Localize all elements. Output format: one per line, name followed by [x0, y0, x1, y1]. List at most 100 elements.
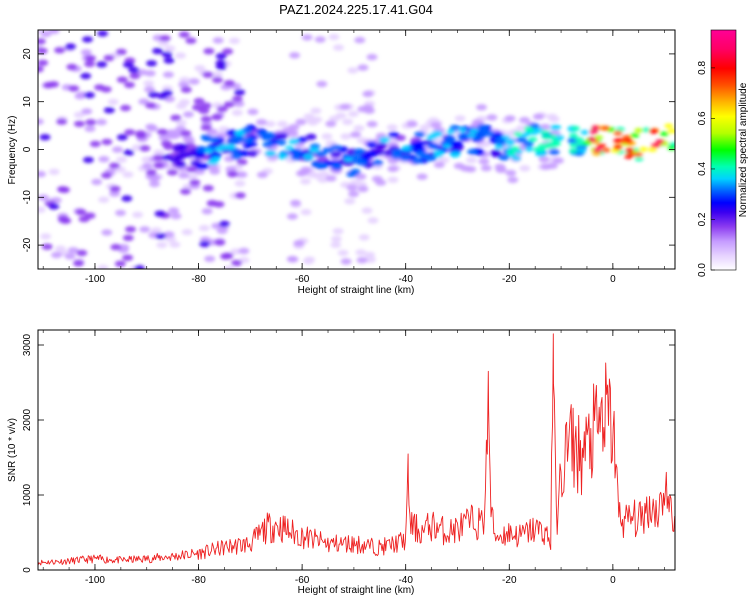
spectrogram-xtick-label: -100 [85, 274, 105, 285]
heatmap-cell [444, 135, 456, 142]
snr-ytick-label: 0 [22, 567, 33, 573]
spectrogram-ytick-label: 20 [22, 48, 33, 60]
heatmap-cell [66, 63, 78, 71]
heatmap-cell [48, 168, 60, 175]
heatmap-cell [419, 124, 431, 131]
heatmap-cell [333, 44, 344, 51]
heatmap-cell [107, 98, 119, 106]
heatmap-cell [169, 241, 181, 248]
spectrogram-xtick-label: -20 [502, 274, 517, 285]
heatmap-cell [41, 243, 53, 250]
heatmap-cell [574, 137, 584, 143]
snr-panel: -100 -80 -60 -40 -20 0 0 1000 2000 3000 Height of… [7, 329, 676, 596]
heatmap-cell [95, 118, 107, 126]
heatmap-cell [234, 129, 246, 137]
heatmap-cell [483, 130, 495, 137]
heatmap-cell [153, 154, 164, 161]
heatmap-cell [480, 164, 492, 172]
heatmap-cell [186, 173, 198, 180]
heatmap-cell [132, 211, 144, 218]
heatmap-cell [122, 254, 134, 261]
heatmap-cell [179, 99, 191, 106]
heatmap-cell [194, 65, 206, 72]
heatmap-cell [143, 80, 155, 87]
heatmap-cell [544, 142, 554, 147]
heatmap-cell [144, 70, 156, 77]
snr-xtick-label: 0 [610, 575, 616, 586]
heatmap-cell [306, 117, 317, 124]
heatmap-cell [387, 157, 399, 164]
heatmap-cell [366, 151, 378, 158]
heatmap-cell [571, 125, 580, 131]
heatmap-cell [601, 125, 611, 131]
heatmap-cell [124, 81, 135, 89]
heatmap-cell [175, 52, 186, 59]
heatmap-cell [60, 217, 72, 224]
heatmap-cell [335, 112, 347, 119]
heatmap-cell [124, 129, 136, 136]
snr-ytick-label: 3000 [22, 333, 33, 356]
heatmap-cell [139, 145, 151, 152]
heatmap-cell [513, 131, 523, 137]
heatmap-cell [101, 138, 113, 146]
heatmap-cell [200, 115, 212, 123]
heatmap-cell [538, 156, 550, 163]
heatmap-cell [75, 208, 87, 216]
heatmap-cell [170, 212, 182, 220]
heatmap-cell [522, 140, 534, 147]
heatmap-cell [534, 127, 544, 133]
heatmap-cell [340, 258, 352, 265]
heatmap-cell [568, 148, 578, 154]
heatmap-cell [109, 185, 121, 192]
heatmap-cell [82, 36, 93, 43]
heatmap-cell [511, 155, 521, 161]
heatmap-cell [96, 61, 108, 68]
heatmap-cell [350, 131, 362, 138]
heatmap-cell [109, 162, 120, 169]
heatmap-cell [73, 111, 85, 119]
heatmap-cell [466, 133, 476, 139]
colorbar-tick-label: 0.4 [697, 162, 708, 176]
heatmap-cell [433, 153, 443, 159]
spectrogram-ytick-label: 10 [22, 96, 33, 108]
heatmap-cell [84, 60, 96, 68]
heatmap-cell [347, 67, 359, 74]
spectrogram-xtick-label: 0 [610, 274, 616, 285]
heatmap-cells [38, 30, 675, 269]
heatmap-cell [247, 108, 259, 116]
heatmap-cell [399, 154, 411, 162]
heatmap-cell [506, 139, 516, 144]
heatmap-cell [257, 130, 269, 138]
spectrogram-ytick-label: -10 [22, 190, 33, 205]
heatmap-cell [290, 199, 301, 207]
heatmap-cell [596, 143, 606, 149]
heatmap-cell [286, 213, 298, 220]
heatmap-cell [202, 185, 214, 192]
colorbar-tick-label: 0.8 [697, 61, 708, 75]
heatmap-cell [624, 138, 633, 144]
heatmap-cell [109, 190, 121, 197]
heatmap-cell [256, 119, 267, 126]
heatmap-cell [204, 255, 216, 262]
heatmap-cell [340, 133, 352, 140]
heatmap-cell [356, 159, 368, 166]
heatmap-cell [449, 151, 461, 158]
heatmap-cell [214, 146, 224, 152]
heatmap-cell [200, 124, 212, 131]
heatmap-cell [175, 144, 187, 152]
heatmap-cell [339, 103, 351, 111]
heatmap-cell [366, 120, 378, 128]
heatmap-cell [540, 130, 550, 136]
heatmap-cell [311, 161, 322, 169]
heatmap-cell [286, 255, 298, 263]
heatmap-cell [212, 76, 223, 84]
heatmap-cell [56, 118, 68, 125]
heatmap-cell [587, 137, 597, 142]
heatmap-cell [477, 123, 488, 131]
heatmap-cell [346, 184, 358, 191]
heatmap-cell [155, 232, 167, 240]
heatmap-cell [593, 147, 603, 153]
heatmap-cell [38, 118, 44, 125]
heatmap-cell [163, 143, 174, 150]
heatmap-cell [145, 169, 157, 176]
